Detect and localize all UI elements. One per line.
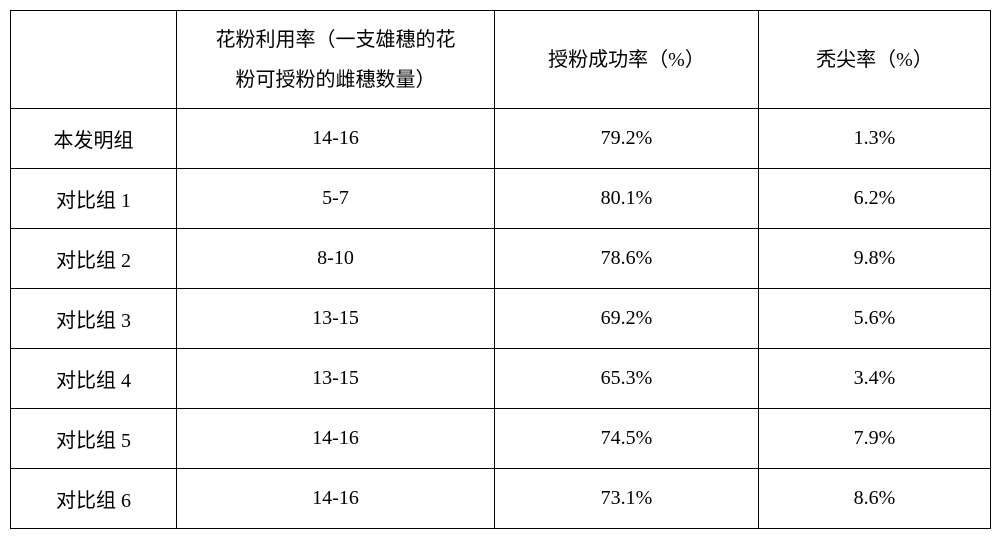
cell-success: 69.2%: [495, 289, 759, 349]
cell-util: 13-15: [177, 289, 495, 349]
cell-bald: 5.6%: [759, 289, 991, 349]
cell-util: 14-16: [177, 469, 495, 529]
cell-bald: 9.8%: [759, 229, 991, 289]
table-header-row: 花粉利用率（一支雄穗的花粉可授粉的雌穗数量） 授粉成功率（%） 秃尖率（%）: [11, 11, 991, 109]
cell-group: 对比组 2: [11, 229, 177, 289]
col-header-bald: 秃尖率（%）: [759, 11, 991, 109]
cell-group: 对比组 6: [11, 469, 177, 529]
table-row: 对比组 3 13-15 69.2% 5.6%: [11, 289, 991, 349]
cell-success: 74.5%: [495, 409, 759, 469]
cell-bald: 7.9%: [759, 409, 991, 469]
cell-success: 79.2%: [495, 109, 759, 169]
table-row: 对比组 4 13-15 65.3% 3.4%: [11, 349, 991, 409]
cell-group: 本发明组: [11, 109, 177, 169]
table-row: 对比组 5 14-16 74.5% 7.9%: [11, 409, 991, 469]
col-header-group: [11, 11, 177, 109]
cell-success: 65.3%: [495, 349, 759, 409]
table-row: 对比组 1 5-7 80.1% 6.2%: [11, 169, 991, 229]
cell-bald: 8.6%: [759, 469, 991, 529]
cell-util: 14-16: [177, 109, 495, 169]
cell-success: 73.1%: [495, 469, 759, 529]
cell-bald: 1.3%: [759, 109, 991, 169]
cell-bald: 6.2%: [759, 169, 991, 229]
col-header-success: 授粉成功率（%）: [495, 11, 759, 109]
cell-group: 对比组 3: [11, 289, 177, 349]
cell-group: 对比组 5: [11, 409, 177, 469]
table-row: 对比组 2 8-10 78.6% 9.8%: [11, 229, 991, 289]
cell-bald: 3.4%: [759, 349, 991, 409]
data-table-container: 花粉利用率（一支雄穗的花粉可授粉的雌穗数量） 授粉成功率（%） 秃尖率（%） 本…: [10, 10, 990, 529]
cell-group: 对比组 4: [11, 349, 177, 409]
cell-util: 13-15: [177, 349, 495, 409]
cell-util: 14-16: [177, 409, 495, 469]
cell-success: 78.6%: [495, 229, 759, 289]
cell-util: 8-10: [177, 229, 495, 289]
table-row: 本发明组 14-16 79.2% 1.3%: [11, 109, 991, 169]
cell-group: 对比组 1: [11, 169, 177, 229]
table-row: 对比组 6 14-16 73.1% 8.6%: [11, 469, 991, 529]
cell-util: 5-7: [177, 169, 495, 229]
data-table: 花粉利用率（一支雄穗的花粉可授粉的雌穗数量） 授粉成功率（%） 秃尖率（%） 本…: [10, 10, 991, 529]
cell-success: 80.1%: [495, 169, 759, 229]
col-header-util: 花粉利用率（一支雄穗的花粉可授粉的雌穗数量）: [177, 11, 495, 109]
